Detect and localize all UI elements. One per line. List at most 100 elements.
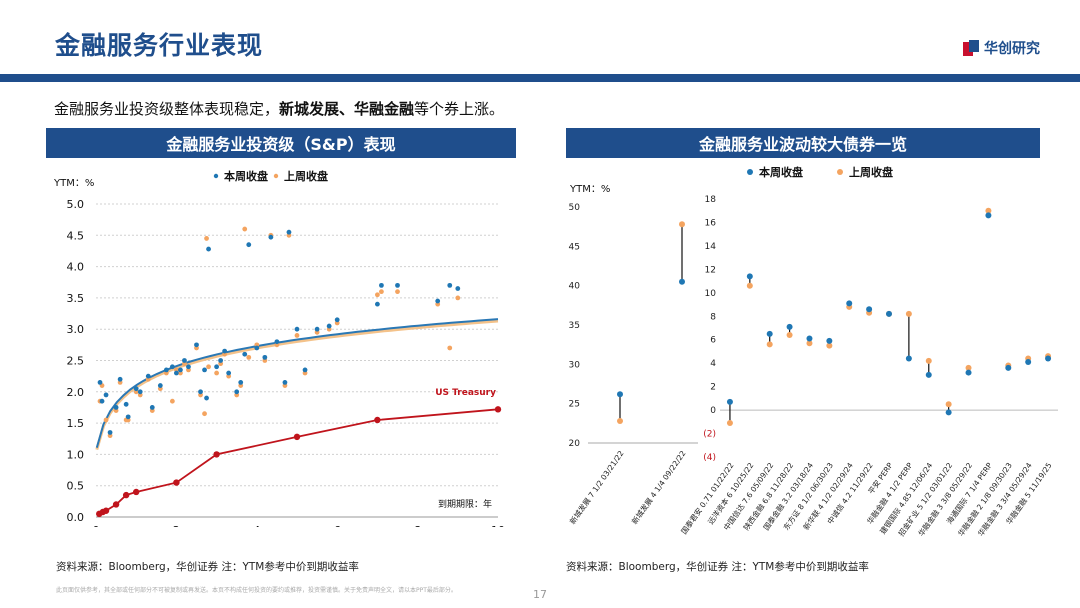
right-last-week-point xyxy=(746,282,753,289)
right-this-week-point xyxy=(1005,364,1012,371)
this-week-point xyxy=(103,392,109,398)
left-y-tick-label: 20 xyxy=(569,439,581,449)
this-week-point xyxy=(186,364,191,370)
this-week-point xyxy=(113,405,119,410)
right-this-week-point xyxy=(766,330,773,337)
this-week-point xyxy=(294,326,300,332)
left-category-label: 新城发展 4 1/4 09/22/22 xyxy=(629,448,688,526)
right-this-week-point xyxy=(925,371,932,378)
this-week-point xyxy=(206,246,211,252)
right-this-week-point xyxy=(806,335,813,342)
last-week-point xyxy=(242,226,248,232)
legend-marker xyxy=(213,173,219,179)
treasury-point xyxy=(293,433,301,441)
fit-curve-this-week xyxy=(95,318,499,448)
right-this-week-point xyxy=(886,310,892,317)
this-week-point xyxy=(218,358,224,363)
this-week-point xyxy=(314,326,320,332)
this-week-point xyxy=(254,345,260,351)
treasury-point xyxy=(374,416,381,424)
right-last-week-point xyxy=(806,340,813,347)
treasury-annotation: US Treasury xyxy=(435,388,496,398)
treasury-point xyxy=(173,479,180,486)
last-week-point xyxy=(103,417,109,423)
right-last-week-point xyxy=(965,364,972,371)
this-week-point xyxy=(178,367,183,373)
this-week-point xyxy=(262,354,268,360)
last-week-point xyxy=(214,370,220,376)
treasury-point xyxy=(133,488,140,496)
this-week-point xyxy=(242,351,248,357)
y-tick-label: 1.5 xyxy=(67,417,85,430)
this-week-point xyxy=(107,430,113,435)
right-panel-title: 金融服务业波动较大债券一览 xyxy=(566,128,1040,158)
last-week-point xyxy=(246,354,252,360)
left-this-week-point xyxy=(617,391,623,398)
this-week-point xyxy=(198,389,203,395)
right-this-week-point xyxy=(965,369,972,376)
right-y-tick-label: 10 xyxy=(705,289,717,299)
right-y-tick-label: 0 xyxy=(710,406,716,416)
right-last-week-point xyxy=(945,401,952,408)
this-week-point xyxy=(246,242,252,248)
this-week-point xyxy=(174,370,179,376)
last-week-point xyxy=(447,345,453,351)
legend-marker xyxy=(837,169,843,175)
this-week-point xyxy=(238,380,244,385)
right-this-week-point xyxy=(945,409,952,416)
treasury-point xyxy=(213,451,220,458)
this-week-point xyxy=(97,380,103,385)
last-week-point xyxy=(294,333,300,338)
x-tick-label: 6 xyxy=(334,524,341,527)
treasury-line xyxy=(98,408,499,515)
this-week-point xyxy=(282,380,288,385)
right-y-tick-label: 12 xyxy=(705,265,716,275)
left-panel-title: 金融服务业投资级（S&P）表现 xyxy=(46,128,516,158)
left-y-tick-label: 40 xyxy=(569,282,581,292)
left-y-tick-label: 25 xyxy=(569,400,580,410)
this-week-point xyxy=(274,339,280,345)
last-week-point xyxy=(395,289,400,295)
this-week-point xyxy=(214,364,220,370)
right-last-week-point xyxy=(726,419,733,426)
this-week-point xyxy=(379,282,384,288)
this-week-point xyxy=(125,414,131,420)
brand-logo: 华创研究 xyxy=(963,38,1040,58)
this-week-point xyxy=(133,386,139,392)
x-tick-label: 10 xyxy=(491,524,505,527)
last-week-point xyxy=(375,292,380,298)
this-week-point xyxy=(375,301,380,307)
this-week-point xyxy=(334,317,340,323)
right-this-week-point xyxy=(866,306,873,313)
legend-label: 本周收盘 xyxy=(224,169,268,183)
this-week-point xyxy=(302,367,308,373)
y-tick-label: 3.5 xyxy=(67,292,85,305)
right-y-tick-label: (4) xyxy=(703,453,716,463)
y-axis-label: YTM：% xyxy=(569,184,610,195)
right-y-tick-label: 18 xyxy=(705,195,717,205)
this-week-point xyxy=(447,282,453,288)
right-y-tick-label: (2) xyxy=(703,430,716,440)
logo-text: 华创研究 xyxy=(984,41,1040,57)
y-tick-label: 2.5 xyxy=(67,355,85,368)
right-this-week-point xyxy=(1025,359,1032,366)
ig-ytm-scatter-chart: 0.0 0.5 1.0 1.5 2.0 2.5 3.0 3.5 4.0 4.5 5.0 0 2 4 6 8 10… xyxy=(53,169,505,527)
treasury-point xyxy=(112,501,120,508)
this-week-point xyxy=(204,395,209,401)
right-last-week-point xyxy=(826,342,833,349)
y-tick-label: 1.0 xyxy=(67,448,85,461)
page-number: 17 xyxy=(533,588,547,601)
this-week-point xyxy=(99,398,105,404)
treasury-point xyxy=(102,507,110,514)
this-week-point xyxy=(435,298,441,304)
this-week-point xyxy=(326,323,332,329)
x-axis-label: 到期期限：年 xyxy=(438,498,492,510)
this-week-point xyxy=(182,358,187,363)
this-week-point xyxy=(145,373,151,379)
legend-label: 上周收盘 xyxy=(849,165,893,179)
left-y-tick-label: 35 xyxy=(569,321,580,331)
right-this-week-point xyxy=(985,212,992,219)
last-week-point xyxy=(169,398,175,404)
fit-curve-last-week xyxy=(95,319,499,451)
x-tick-label: 8 xyxy=(414,524,421,527)
